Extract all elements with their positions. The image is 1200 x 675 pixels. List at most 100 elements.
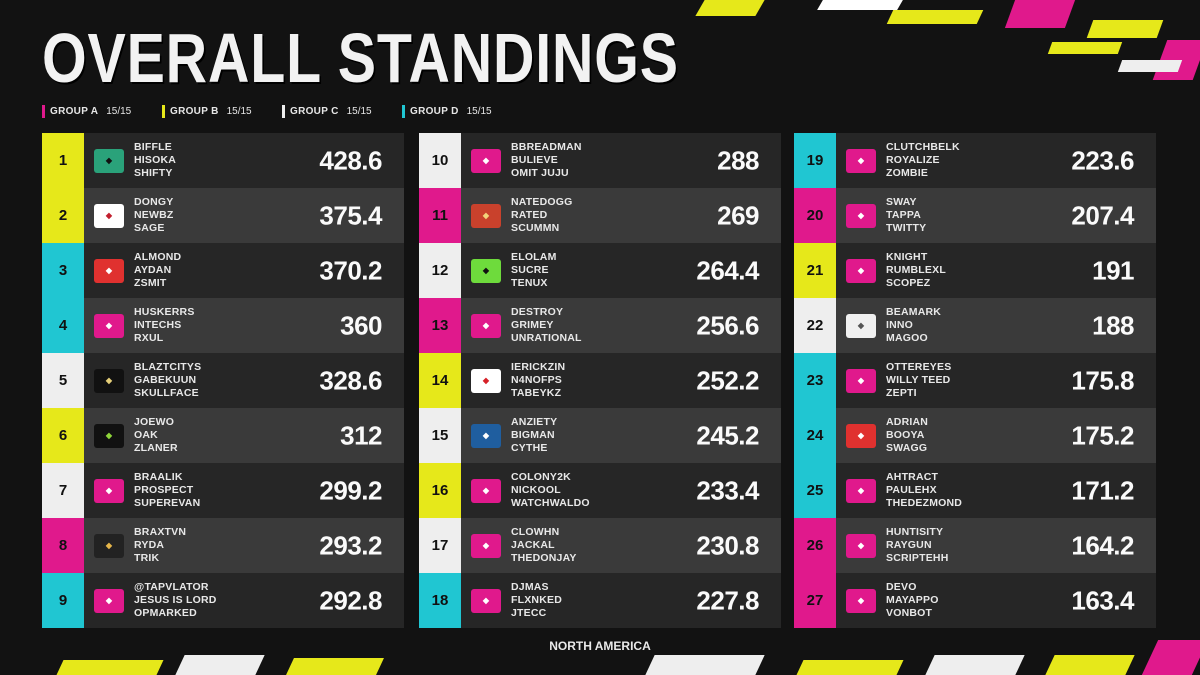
team-score: 264.4 bbox=[696, 255, 759, 285]
team-entry: ◆ CLOWHN JACKAL THEDONJAY 230.8 bbox=[461, 518, 781, 573]
rank-badge: 19 bbox=[794, 133, 836, 188]
standings-row: 16 ◆ COLONY2K NICKOOL WATCHWALDO 233.4 bbox=[419, 463, 781, 518]
virtus-pro-logo: ◆ bbox=[84, 188, 134, 243]
team-score: 175.8 bbox=[1071, 365, 1134, 395]
standings-row: 8 ◆ BRAXTVN RYDA TRIK 293.2 bbox=[42, 518, 404, 573]
player-list: NATEDOGG RATED SCUMMN bbox=[511, 196, 671, 235]
rank-badge: 13 bbox=[419, 298, 461, 353]
vivo-logo: ◆ bbox=[461, 353, 511, 408]
rank-badge: 20 bbox=[794, 188, 836, 243]
rebirth-logo: ◆ bbox=[836, 353, 886, 408]
player-name: TENUX bbox=[511, 277, 548, 289]
region-label: NORTH AMERICA bbox=[549, 639, 651, 653]
standings-row: 9 ◆ @TAPVLATOR JESUS IS LORD OPMARKED 292.8 bbox=[42, 573, 404, 628]
player-list: ADRIAN BOOYA SWAGG bbox=[886, 416, 1046, 455]
player-name: BLAZTCITYS bbox=[134, 361, 202, 373]
group-color-bar bbox=[42, 105, 45, 118]
player-name: UNRATIONAL bbox=[511, 332, 582, 344]
team-logo-icon: ◆ bbox=[471, 533, 501, 558]
group-label: GROUP C bbox=[290, 106, 339, 117]
team-entry: ◆ HUSKERRS INTECHS RXUL 360 bbox=[84, 298, 404, 353]
team-score: 288 bbox=[717, 145, 759, 175]
team-entry: ◆ @TAPVLATOR JESUS IS LORD OPMARKED 292.8 bbox=[84, 573, 404, 628]
rank-badge: 17 bbox=[419, 518, 461, 573]
group-count: 15/15 bbox=[346, 106, 372, 117]
rebirth-logo: ◆ bbox=[84, 463, 134, 518]
team-logo-icon: ◆ bbox=[94, 203, 124, 228]
standings-row: 3 ◆ ALMOND AYDAN ZSMIT 370.2 bbox=[42, 243, 404, 298]
rank-badge: 16 bbox=[419, 463, 461, 518]
rank-badge: 11 bbox=[419, 188, 461, 243]
rank-badge: 8 bbox=[42, 518, 84, 573]
player-name: CYTHE bbox=[511, 442, 548, 454]
player-name: SWAGG bbox=[886, 442, 928, 454]
player-name: TAPPA bbox=[886, 209, 922, 221]
group-color-bar bbox=[402, 105, 405, 118]
team-logo-icon: ◆ bbox=[471, 588, 501, 613]
rank-badge: 10 bbox=[419, 133, 461, 188]
player-list: COLONY2K NICKOOL WATCHWALDO bbox=[511, 471, 671, 510]
rebirth-logo: ◆ bbox=[461, 298, 511, 353]
player-name: SCRIPTEHH bbox=[886, 552, 949, 564]
rebirth-logo: ◆ bbox=[836, 573, 886, 628]
group-legend-item: GROUP C 15/15 bbox=[282, 105, 402, 118]
player-name: BRAALIK bbox=[134, 471, 183, 483]
rebirth-logo: ◆ bbox=[84, 298, 134, 353]
team-score: 293.2 bbox=[319, 530, 382, 560]
player-name: SKULLFACE bbox=[134, 387, 199, 399]
rank-badge: 14 bbox=[419, 353, 461, 408]
rebirth-logo: ◆ bbox=[461, 133, 511, 188]
team-logo-icon: ◆ bbox=[846, 368, 876, 393]
page-title: OVERALL STANDINGS bbox=[42, 19, 679, 97]
rebirth-logo: ◆ bbox=[836, 133, 886, 188]
player-name: HUNTISITY bbox=[886, 526, 944, 538]
lotus-logo: ◆ bbox=[836, 298, 886, 353]
rank-badge: 1 bbox=[42, 133, 84, 188]
player-name: VONBOT bbox=[886, 607, 933, 619]
team-score: 191 bbox=[1092, 255, 1134, 285]
player-name: INTECHS bbox=[134, 319, 182, 331]
team-logo-icon: ◆ bbox=[471, 258, 501, 283]
team-entry: ◆ DEVO MAYAPPO VONBOT 163.4 bbox=[836, 573, 1156, 628]
team-logo-icon: ◆ bbox=[471, 203, 501, 228]
player-name: RXUL bbox=[134, 332, 164, 344]
team-logo-icon: ◆ bbox=[846, 203, 876, 228]
player-name: INNO bbox=[886, 319, 914, 331]
team-score: 292.8 bbox=[319, 585, 382, 615]
player-list: BBREADMAN BULIEVE OMIT JUJU bbox=[511, 141, 671, 180]
rank-badge: 15 bbox=[419, 408, 461, 463]
team-score: 171.2 bbox=[1071, 475, 1134, 505]
100-thieves-logo: ◆ bbox=[84, 353, 134, 408]
player-name: SUPEREVAN bbox=[134, 497, 201, 509]
standings-row: 10 ◆ BBREADMAN BULIEVE OMIT JUJU 288 bbox=[419, 133, 781, 188]
player-list: BEAMARK INNO MAGOO bbox=[886, 306, 1046, 345]
player-list: BRAALIK PROSPECT SUPEREVAN bbox=[134, 471, 294, 510]
rank-badge: 27 bbox=[794, 573, 836, 628]
team-entry: ◆ COLONY2K NICKOOL WATCHWALDO 233.4 bbox=[461, 463, 781, 518]
team-entry: ◆ IERICKZIN N4NOFPS TABEYKZ 252.2 bbox=[461, 353, 781, 408]
rebirth-logo: ◆ bbox=[836, 243, 886, 298]
player-name: SHIFTY bbox=[134, 167, 173, 179]
team-score: 207.4 bbox=[1071, 200, 1134, 230]
standings-row: 6 ◆ JOEWO OAK ZLANER 312 bbox=[42, 408, 404, 463]
standings-row: 11 ◆ NATEDOGG RATED SCUMMN 269 bbox=[419, 188, 781, 243]
player-name: THEDEZMOND bbox=[886, 497, 963, 509]
gorilla-logo: ◆ bbox=[84, 518, 134, 573]
player-name: JOEWO bbox=[134, 416, 175, 428]
rank-badge: 2 bbox=[42, 188, 84, 243]
player-list: AHTRACT PAULEHX THEDEZMOND bbox=[886, 471, 1046, 510]
player-list: HUSKERRS INTECHS RXUL bbox=[134, 306, 294, 345]
player-name: MAYAPPO bbox=[886, 594, 939, 606]
team-entry: ◆ KNIGHT RUMBLEXL SCOPEZ 191 bbox=[836, 243, 1156, 298]
team-logo-icon: ◆ bbox=[846, 478, 876, 503]
group-legend-item: GROUP D 15/15 bbox=[402, 105, 522, 118]
team-entry: ◆ ADRIAN BOOYA SWAGG 175.2 bbox=[836, 408, 1156, 463]
team-entry: ◆ SWAY TAPPA TWITTY 207.4 bbox=[836, 188, 1156, 243]
team-score: 299.2 bbox=[319, 475, 382, 505]
rebirth-logo: ◆ bbox=[836, 463, 886, 518]
team-logo-icon: ◆ bbox=[471, 368, 501, 393]
player-name: BBREADMAN bbox=[511, 141, 582, 153]
team-logo-icon: ◆ bbox=[471, 423, 501, 448]
player-name: MAGOO bbox=[886, 332, 928, 344]
player-list: HUNTISITY RAYGUN SCRIPTEHH bbox=[886, 526, 1046, 565]
